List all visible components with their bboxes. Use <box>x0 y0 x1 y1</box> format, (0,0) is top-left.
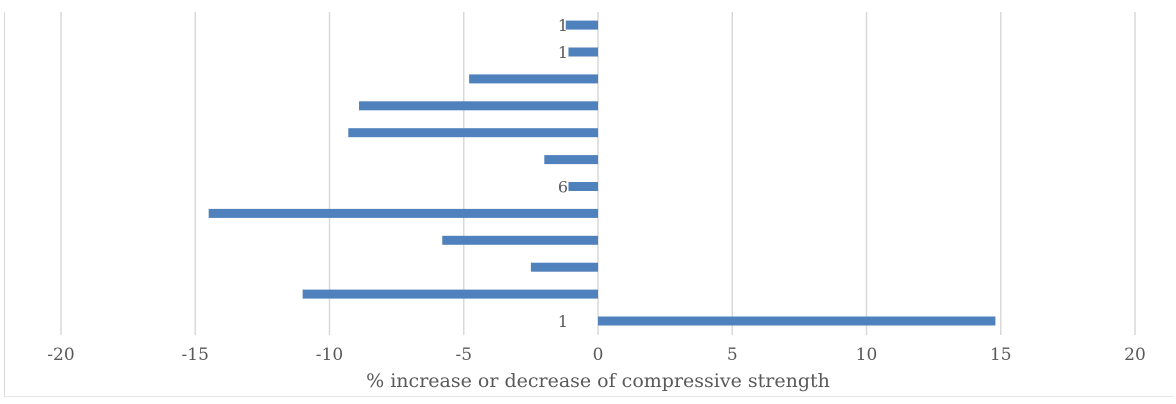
bar-1 <box>598 316 996 326</box>
x-tick-label: 15 <box>990 345 1012 365</box>
bar-4 <box>442 235 598 245</box>
x-tick-label: -5 <box>455 345 472 365</box>
x-axis-tick-labels: -20 -15 -10 -5 0 5 10 15 20 <box>47 345 1146 365</box>
bar-11 <box>568 47 598 57</box>
category-label: 1 <box>558 43 568 62</box>
bar-3 <box>530 262 598 272</box>
x-axis-title: % increase or decrease of compressive st… <box>366 370 830 392</box>
category-label: 1 <box>558 16 568 35</box>
bar-10 <box>469 74 598 84</box>
bar-5 <box>208 208 599 218</box>
bar-7 <box>544 155 598 165</box>
x-tick-label: 10 <box>856 345 878 365</box>
bar-12 <box>565 20 598 30</box>
bar-2 <box>302 289 598 299</box>
x-tick-label: -15 <box>182 345 209 365</box>
bar-8 <box>348 128 598 138</box>
chart-frame <box>4 12 1174 397</box>
bar-6 <box>568 182 598 191</box>
gridlines <box>60 12 1136 335</box>
x-tick-label: -20 <box>47 345 74 365</box>
x-tick-label: 20 <box>1124 345 1146 365</box>
x-tick-label: 0 <box>593 345 604 365</box>
x-tick-label: -10 <box>316 345 343 365</box>
category-label: 6 <box>558 178 568 197</box>
category-label: 1 <box>558 312 568 331</box>
bars <box>208 20 996 326</box>
bar-9 <box>359 101 598 111</box>
x-tick-label: 5 <box>727 345 738 365</box>
